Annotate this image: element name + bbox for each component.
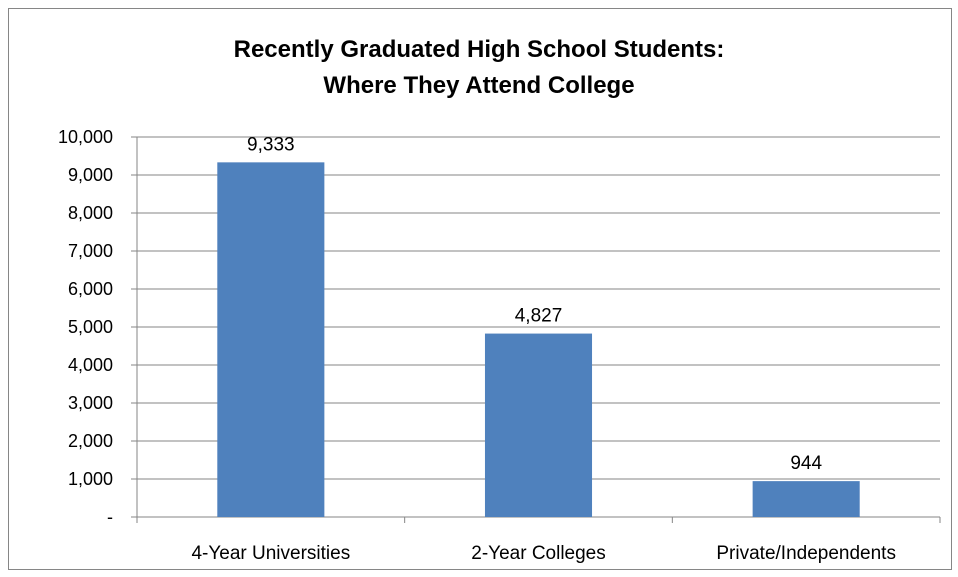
x-tick-label: Private/Independents: [716, 543, 896, 564]
bar: [484, 333, 593, 517]
data-label: 9,333: [247, 134, 295, 155]
bar: [752, 481, 860, 517]
y-tick-label: 4,000: [68, 355, 113, 375]
data-label: 4,827: [515, 306, 563, 327]
y-tick-label: 3,000: [68, 393, 113, 413]
chart-title-line-2: Where They Attend College: [323, 72, 635, 99]
y-tick-label: 2,000: [68, 431, 113, 451]
y-tick-label: 1,000: [68, 469, 113, 489]
y-tick-label: 7,000: [68, 241, 113, 261]
y-tick-label: 8,000: [68, 203, 113, 223]
y-tick-label: 10,000: [58, 127, 113, 147]
y-tick-label: 5,000: [68, 317, 113, 337]
x-tick-label: 4-Year Universities: [191, 543, 350, 564]
y-tick-label: -: [107, 507, 113, 527]
y-tick-label: 6,000: [68, 279, 113, 299]
data-label: 944: [790, 453, 822, 474]
x-tick-label: 2-Year Colleges: [471, 543, 606, 564]
y-tick-label: 9,000: [68, 165, 113, 185]
chart-title-line-1: Recently Graduated High School Students:: [233, 36, 725, 63]
bar: [217, 162, 325, 517]
